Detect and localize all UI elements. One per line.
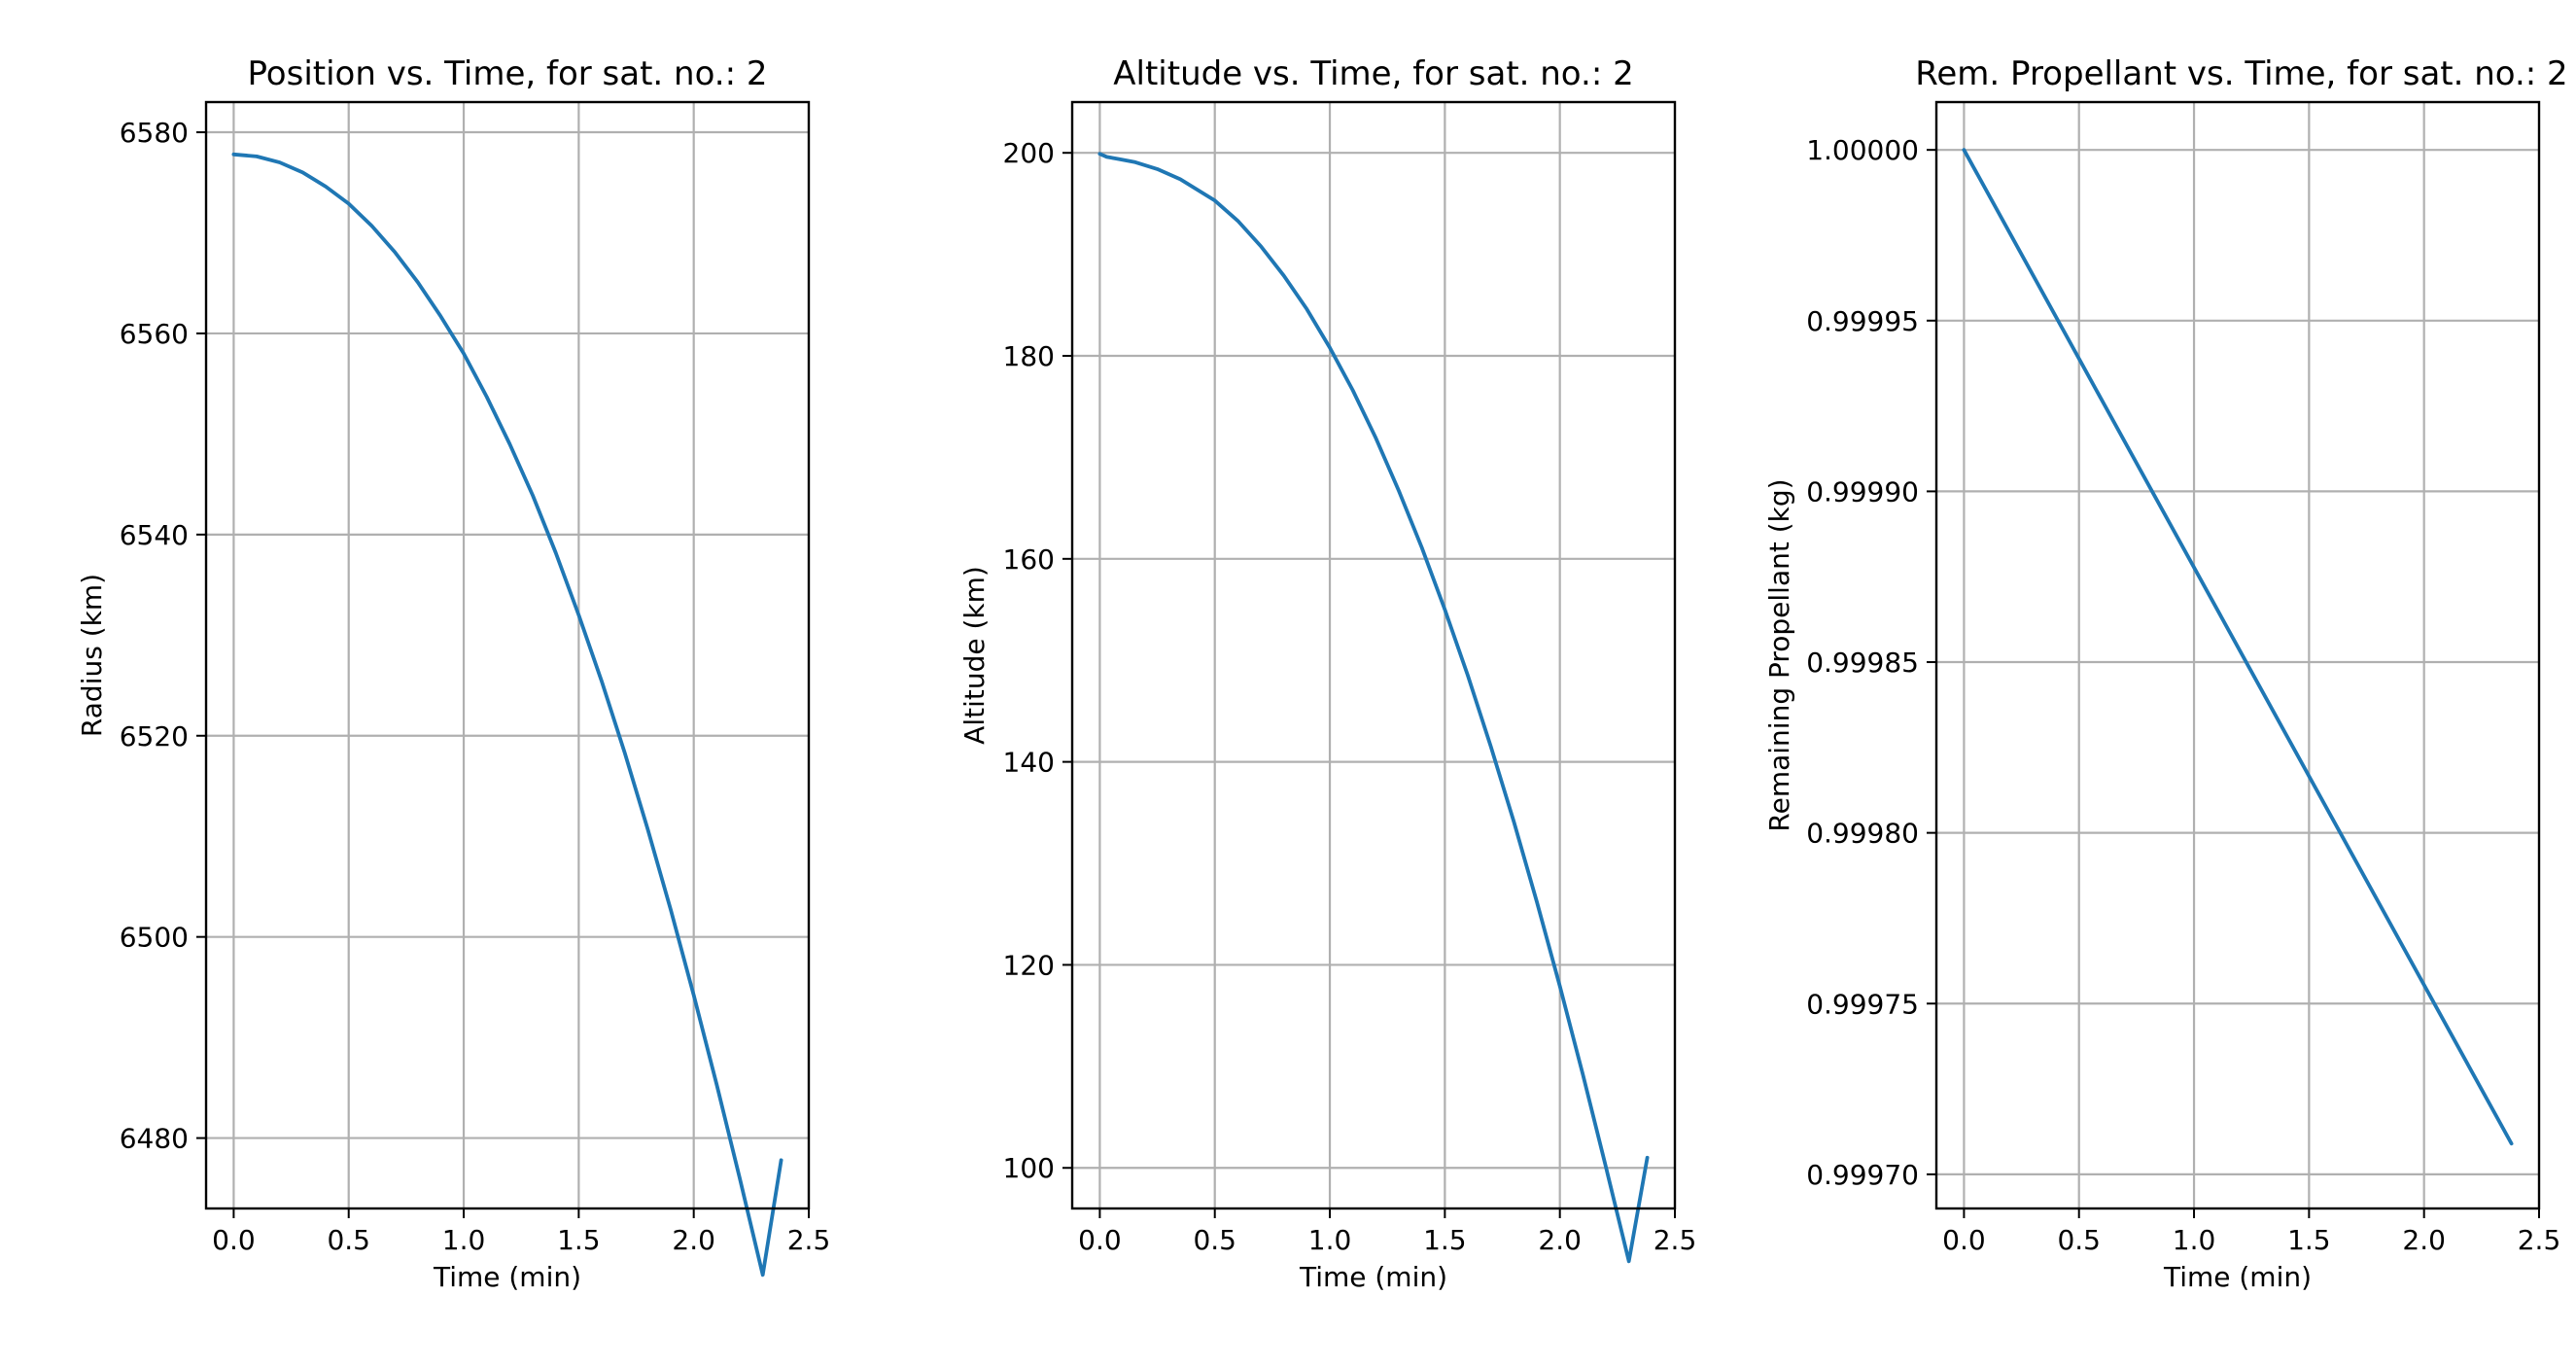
y-tick-label: 140: [1003, 747, 1055, 779]
x-tick-label: 1.5: [1423, 1224, 1467, 1256]
y-tick-label: 6480: [120, 1123, 189, 1155]
x-tick-label: 0.5: [1193, 1224, 1236, 1256]
ticks: 0.0 0.5 1.0 1.5 2.0 2.5 100 120 140 160 180 200: [1003, 137, 1697, 1256]
y-tick-label: 6580: [120, 117, 189, 149]
x-tick-label: 0.0: [1942, 1224, 1986, 1256]
x-tick-label: 1.5: [557, 1224, 601, 1256]
series-line: [1097, 152, 1650, 1264]
y-tick-label: 0.99990: [1806, 475, 1919, 508]
chart-altitude: Altitude vs. Time, for sat. no.: 2 0.0 0.…: [958, 54, 1696, 1293]
y-tick-label: 1.00000: [1806, 134, 1919, 166]
y-tick-label: 6500: [120, 922, 189, 954]
series-line: [1962, 148, 2514, 1146]
y-tick-label: 0.99985: [1806, 647, 1919, 679]
y-tick-label: 0.99995: [1806, 305, 1919, 337]
x-tick-label: 2.0: [2402, 1224, 2446, 1256]
y-axis-label: Remaining Propellant (kg): [1763, 478, 1795, 831]
y-tick-label: 0.99970: [1806, 1159, 1919, 1191]
ticks: 0.0 0.5 1.0 1.5 2.0 2.5 6480 6500 6520 6540 6560 65…: [120, 117, 831, 1256]
x-tick-label: 0.0: [212, 1224, 256, 1256]
x-tick-label: 2.5: [787, 1224, 831, 1256]
y-axis-label: Altitude (km): [958, 566, 991, 745]
x-axis-label: Time (min): [433, 1261, 581, 1293]
series: [231, 152, 783, 1278]
y-tick-label: 180: [1003, 340, 1055, 372]
x-tick-label: 2.0: [672, 1224, 715, 1256]
y-tick-label: 160: [1003, 543, 1055, 576]
grid: [206, 102, 809, 1208]
x-axis-label: Time (min): [2163, 1261, 2312, 1293]
y-tick-label: 120: [1003, 949, 1055, 981]
x-tick-label: 1.0: [442, 1224, 486, 1256]
chart-title: Altitude vs. Time, for sat. no.: 2: [1113, 54, 1633, 93]
y-tick-label: 6520: [120, 720, 189, 752]
chart-title: Rem. Propellant vs. Time, for sat. no.: …: [1915, 54, 2567, 93]
axes-frame: [204, 100, 811, 1210]
y-tick-label: 0.99975: [1806, 988, 1919, 1020]
series: [1097, 152, 1650, 1264]
y-axis-label: Radius (km): [76, 574, 108, 737]
x-tick-label: 0.5: [327, 1224, 370, 1256]
grid: [1072, 102, 1675, 1208]
x-axis-label: Time (min): [1299, 1261, 1447, 1293]
x-tick-label: 2.5: [2518, 1224, 2561, 1256]
y-tick-label: 100: [1003, 1152, 1055, 1184]
y-tick-label: 6560: [120, 318, 189, 350]
grid: [1936, 102, 2539, 1208]
chart-position: Position vs. Time, for sat. no.: 2 0.0 0.…: [76, 54, 830, 1293]
axes-frame: [1934, 100, 2541, 1210]
y-tick-label: 6540: [120, 519, 189, 551]
x-tick-label: 2.0: [1538, 1224, 1582, 1256]
x-tick-label: 2.5: [1654, 1224, 1697, 1256]
x-tick-label: 1.0: [2173, 1224, 2216, 1256]
chart-title: Position vs. Time, for sat. no.: 2: [248, 54, 768, 93]
x-tick-label: 1.0: [1308, 1224, 1352, 1256]
x-tick-label: 0.0: [1078, 1224, 1122, 1256]
x-tick-label: 0.5: [2057, 1224, 2101, 1256]
axes-frame: [1070, 100, 1677, 1210]
y-tick-label: 0.99980: [1806, 818, 1919, 850]
series: [1962, 148, 2514, 1146]
series-line: [231, 152, 783, 1278]
ticks: 0.0 0.5 1.0 1.5 2.0 2.5 0.99970 0.99975 0.99980 0…: [1806, 134, 2560, 1256]
y-tick-label: 200: [1003, 137, 1055, 169]
chart-propellant: Rem. Propellant vs. Time, for sat. no.: …: [1763, 54, 2568, 1293]
x-tick-label: 1.5: [2287, 1224, 2331, 1256]
